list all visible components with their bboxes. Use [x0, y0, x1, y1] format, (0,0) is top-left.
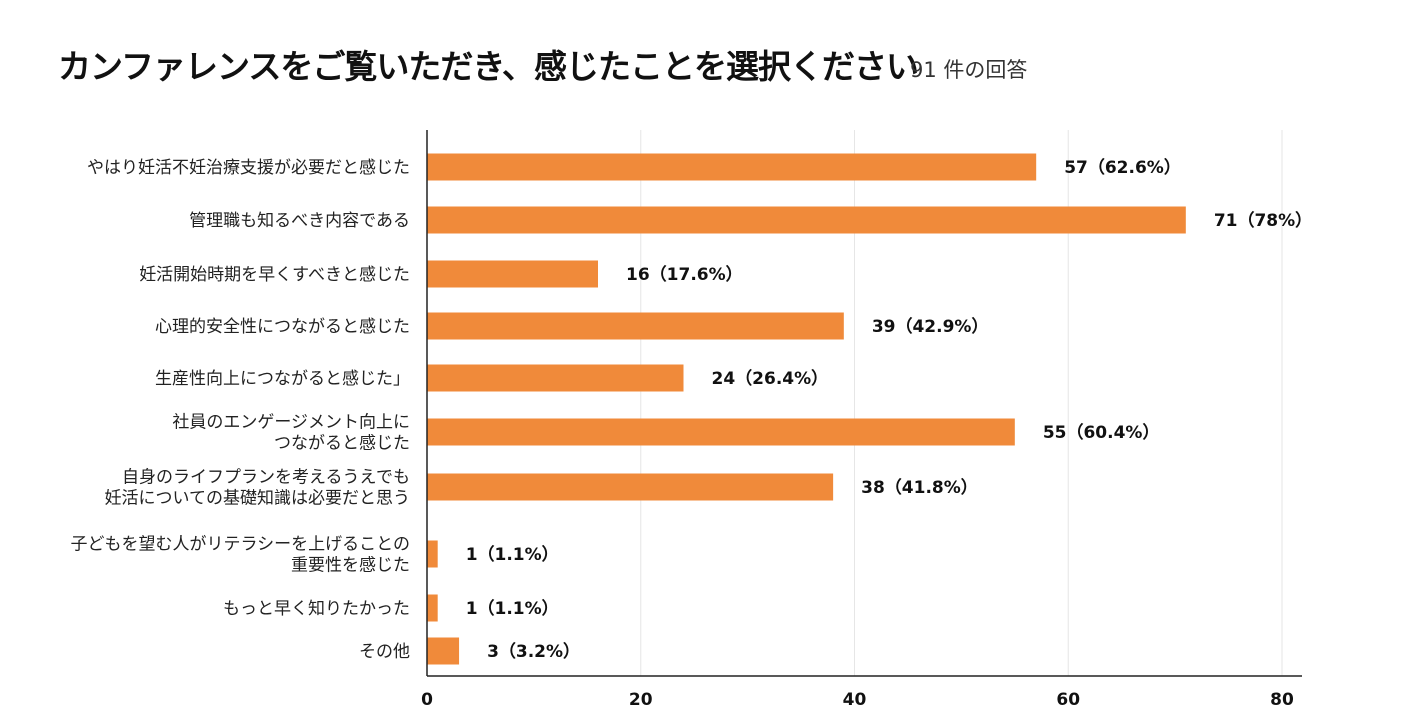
x-tick-label: 60: [1056, 690, 1080, 710]
bar: [427, 594, 438, 622]
x-tick-label: 0: [421, 690, 433, 710]
response-count: 91 件の回答: [910, 58, 1028, 82]
category-label: 生産性向上につながると感じた」: [155, 369, 410, 389]
category-label: その他: [359, 642, 410, 662]
value-label: 1（1.1%）: [466, 598, 559, 619]
bar: [427, 260, 598, 288]
category-label: 妊活についての基礎知識は必要だと思う: [105, 489, 411, 509]
x-tick-label: 80: [1270, 690, 1294, 710]
bar: [427, 418, 1015, 446]
category-label: 自身のライフプランを考えるうえでも: [122, 468, 410, 488]
value-label: 55（60.4%）: [1043, 422, 1160, 443]
x-tick-label: 40: [843, 690, 867, 710]
category-label: つながると感じた: [274, 434, 410, 454]
bar: [427, 637, 460, 665]
category-label: 妊活開始時期を早くすべきと感じた: [139, 265, 410, 285]
category-label: もっと早く知りたかった: [223, 599, 410, 619]
value-label: 16（17.6%）: [626, 264, 743, 285]
value-label: 39（42.9%）: [872, 316, 989, 337]
value-label: 3（3.2%）: [487, 641, 580, 662]
bar: [427, 540, 438, 568]
value-label: 38（41.8%）: [861, 477, 978, 498]
bar: [427, 473, 834, 501]
value-label: 57（62.6%）: [1064, 157, 1181, 178]
chart-title: カンファレンスをご覧いただき、感じたことを選択ください: [58, 47, 919, 86]
category-label: やはり妊活不妊治療支援が必要だと感じた: [87, 158, 410, 178]
category-label: 管理職も知るべき内容である: [189, 211, 410, 231]
bar: [427, 364, 684, 392]
bar: [427, 153, 1037, 181]
category-label: 子どもを望む人がリテラシーを上げることの: [71, 535, 411, 555]
category-label: 社員のエンゲージメント向上に: [172, 413, 410, 433]
x-tick-label: 20: [629, 690, 653, 710]
category-label: 重要性を感じた: [291, 556, 410, 576]
bar: [427, 206, 1186, 234]
value-label: 71（78%）: [1214, 210, 1312, 231]
category-label: 心理的安全性につながると感じた: [155, 317, 410, 337]
bar: [427, 312, 844, 340]
value-label: 1（1.1%）: [466, 544, 559, 565]
value-label: 24（26.4%）: [712, 368, 829, 389]
